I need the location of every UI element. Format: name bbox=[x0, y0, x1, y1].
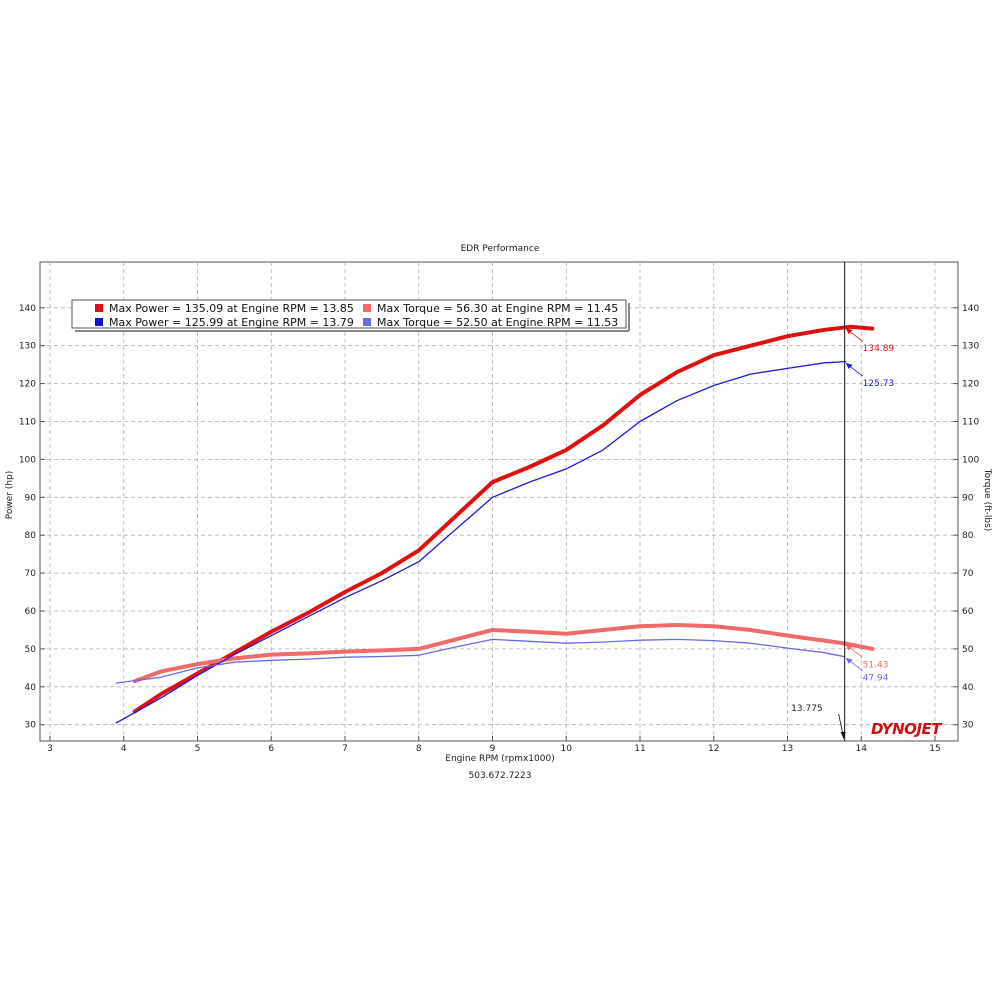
y-tick-label-right: 90 bbox=[962, 493, 974, 503]
x-tick-label: 11 bbox=[634, 744, 645, 754]
y-tick-label-left: 50 bbox=[25, 645, 37, 655]
cursor-layer[interactable]: 13.775 bbox=[791, 262, 846, 741]
x-tick-label: 13 bbox=[782, 744, 793, 754]
legend-swatch bbox=[95, 318, 103, 326]
y-tick-label-right: 110 bbox=[962, 418, 979, 428]
x-tick-label: 15 bbox=[929, 744, 940, 754]
plot-frame bbox=[39, 261, 959, 742]
rpm-cursor-arrowhead bbox=[840, 732, 846, 739]
y-tick-label-right: 30 bbox=[962, 721, 974, 731]
legend-entry: Max Torque = 52.50 at Engine RPM = 11.53 bbox=[377, 316, 618, 329]
callout-arrowhead bbox=[845, 362, 853, 369]
y-axis-left-label: Power (hp) bbox=[5, 471, 15, 520]
x-tick-label: 3 bbox=[47, 744, 53, 754]
dynojet-logo: DYNOJET bbox=[871, 720, 943, 738]
x-tick-label: 6 bbox=[268, 744, 274, 754]
x-tick-label: 10 bbox=[561, 744, 573, 754]
series-layer bbox=[115, 324, 875, 724]
y-axis-right-label: Torque (ft-lbs) bbox=[982, 468, 992, 532]
y-tick-label-left: 120 bbox=[19, 380, 36, 390]
y-tick-label-left: 70 bbox=[25, 569, 37, 579]
x-tick-label: 12 bbox=[708, 744, 719, 754]
chart-title: EDR Performance bbox=[461, 244, 540, 254]
rpm-cursor-label: 13.775 bbox=[791, 704, 823, 714]
x-tick-label: 4 bbox=[121, 744, 127, 754]
y-tick-label-right: 140 bbox=[962, 304, 979, 314]
callout-arrowhead bbox=[845, 644, 853, 651]
y-tick-label-right: 120 bbox=[962, 380, 979, 390]
y-tick-label-left: 100 bbox=[19, 455, 36, 465]
callout-arrowhead bbox=[845, 328, 853, 335]
grid-lines bbox=[40, 262, 958, 741]
callout-arrowhead bbox=[845, 657, 853, 664]
legend-swatch bbox=[95, 304, 103, 312]
y-tick-label-right: 80 bbox=[962, 531, 974, 541]
y-tick-label-left: 60 bbox=[25, 607, 37, 617]
y-tick-label-right: 40 bbox=[962, 683, 974, 693]
legend-entry: Max Power = 125.99 at Engine RPM = 13.79 bbox=[109, 316, 354, 329]
legend: Max Power = 135.09 at Engine RPM = 13.85… bbox=[71, 299, 630, 332]
legend-swatch bbox=[363, 318, 371, 326]
series-line-2 bbox=[132, 623, 875, 684]
callout-value: 134.89 bbox=[863, 344, 895, 354]
series-line-4 bbox=[115, 638, 846, 684]
callout-value: 47.94 bbox=[863, 674, 889, 684]
legend-box bbox=[71, 299, 627, 329]
y-tick-label-right: 70 bbox=[962, 569, 974, 579]
y-tick-label-left: 110 bbox=[19, 418, 36, 428]
legend-swatch bbox=[363, 304, 371, 312]
callout-value: 51.43 bbox=[863, 660, 889, 670]
y-tick-label-left: 90 bbox=[25, 493, 37, 503]
y-tick-label-left: 140 bbox=[19, 304, 36, 314]
y-tick-label-left: 30 bbox=[25, 721, 37, 731]
y-tick-label-right: 60 bbox=[962, 607, 974, 617]
x-tick-label: 9 bbox=[490, 744, 496, 754]
legend-entry: Max Power = 135.09 at Engine RPM = 13.85 bbox=[109, 302, 354, 315]
series-line-3 bbox=[115, 360, 847, 724]
series-line-1 bbox=[132, 324, 875, 714]
x-tick-label: 8 bbox=[416, 744, 422, 754]
callout-value: 125.73 bbox=[863, 379, 895, 389]
axis-ticks: 3 4 5 6 7 8 9 10 11 12 13 14 15 30 30 40 40 50 50 60 60 70 70 8… bbox=[19, 304, 980, 754]
legend-entry: Max Torque = 56.30 at Engine RPM = 11.45 bbox=[377, 302, 618, 315]
y-tick-label-left: 40 bbox=[25, 683, 37, 693]
x-axis-label: Engine RPM (rpmx1000) bbox=[445, 754, 554, 764]
y-tick-label-right: 100 bbox=[962, 455, 979, 465]
x-tick-label: 5 bbox=[195, 744, 201, 754]
y-tick-label-right: 50 bbox=[962, 645, 974, 655]
y-tick-label-right: 130 bbox=[962, 342, 979, 352]
y-tick-label-left: 80 bbox=[25, 531, 37, 541]
x-tick-label: 7 bbox=[342, 744, 348, 754]
footer-phone: 503.672.7223 bbox=[469, 771, 532, 781]
callout-layer: 134.89 125.73 51.43 47.94 bbox=[845, 328, 895, 684]
y-tick-label-left: 130 bbox=[19, 342, 36, 352]
x-tick-label: 14 bbox=[856, 744, 868, 754]
